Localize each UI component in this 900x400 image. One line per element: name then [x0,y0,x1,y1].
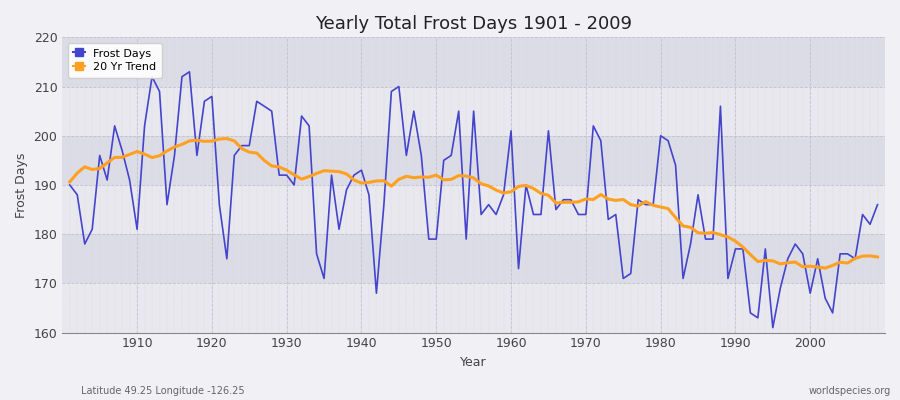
Title: Yearly Total Frost Days 1901 - 2009: Yearly Total Frost Days 1901 - 2009 [315,15,632,33]
X-axis label: Year: Year [460,356,487,369]
20 Yr Trend [820,266,831,270]
Frost Days [768,325,778,330]
Frost Days [872,202,883,207]
Frost Days [603,217,614,222]
Bar [62,37,885,86]
Frost Days [506,128,517,133]
20 Yr Trend [65,180,76,184]
20 Yr Trend [124,152,135,157]
20 Yr Trend [872,254,883,259]
20 Yr Trend [341,172,352,176]
Bar [62,136,885,185]
Legend: Frost Days, 20 Yr Trend: Frost Days, 20 Yr Trend [68,43,162,78]
Frost Days [296,114,307,118]
20 Yr Trend [603,197,614,202]
Line: 20 Yr Trend: 20 Yr Trend [70,138,878,268]
Frost Days [124,178,135,182]
Frost Days [184,69,194,74]
Bar [62,234,885,283]
Y-axis label: Frost Days: Frost Days [15,152,28,218]
Line: Frost Days: Frost Days [70,72,878,328]
Frost Days [341,188,352,192]
Frost Days [513,266,524,271]
Text: Latitude 49.25 Longitude -126.25: Latitude 49.25 Longitude -126.25 [81,386,245,396]
Bar [62,185,885,234]
20 Yr Trend [296,177,307,182]
20 Yr Trend [221,136,232,141]
Bar [62,86,885,136]
Text: worldspecies.org: worldspecies.org [809,386,891,396]
Bar [62,283,885,332]
20 Yr Trend [513,184,524,189]
20 Yr Trend [506,189,517,194]
Frost Days [65,182,76,187]
